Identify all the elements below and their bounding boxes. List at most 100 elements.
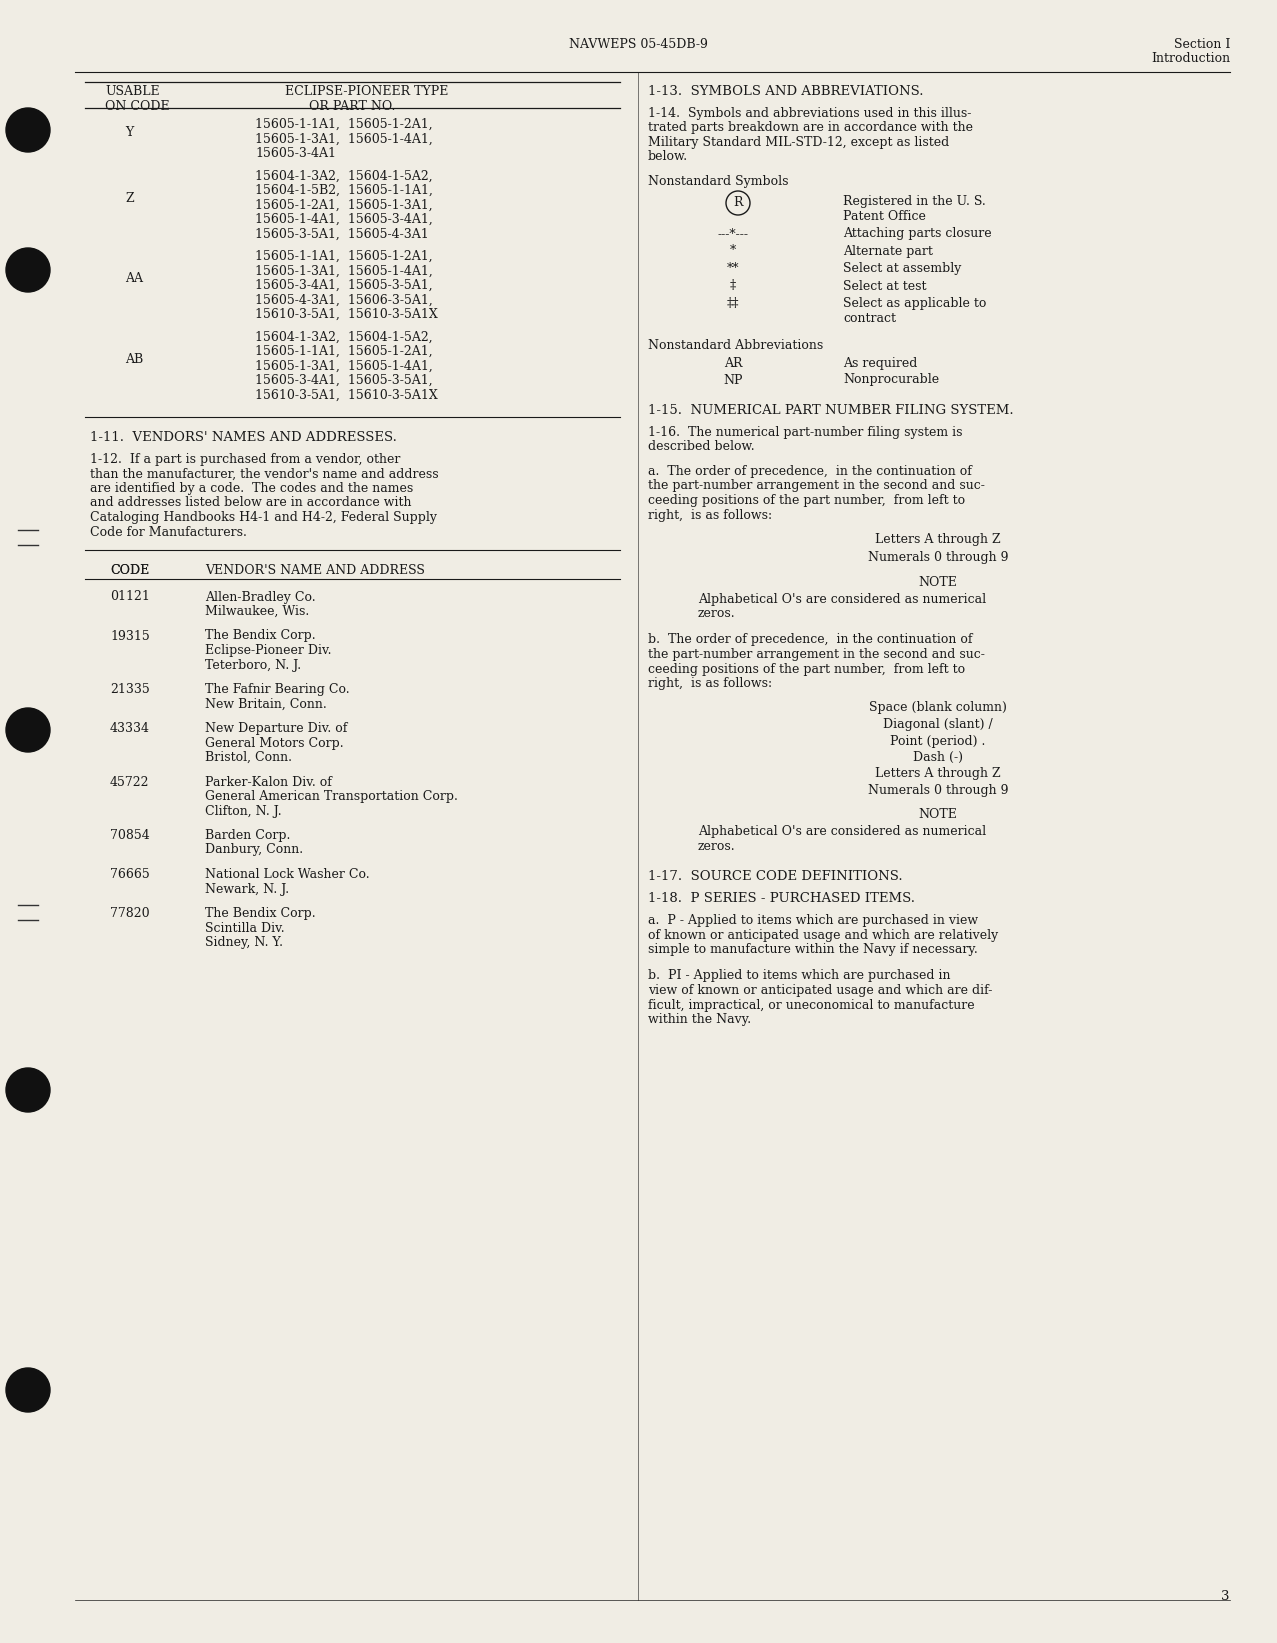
Text: b.  The order of precedence,  in the continuation of: b. The order of precedence, in the conti…: [647, 634, 973, 646]
Text: right,  is as follows:: right, is as follows:: [647, 508, 773, 521]
Text: below.: below.: [647, 151, 688, 164]
Text: 15605-1-3A1,  15605-1-4A1,: 15605-1-3A1, 15605-1-4A1,: [255, 265, 433, 278]
Text: zeros.: zeros.: [699, 840, 736, 853]
Text: a.  The order of precedence,  in the continuation of: a. The order of precedence, in the conti…: [647, 465, 972, 478]
Text: Numerals 0 through 9: Numerals 0 through 9: [868, 784, 1009, 797]
Text: 15605-3-5A1,  15605-4-3A1: 15605-3-5A1, 15605-4-3A1: [255, 227, 429, 240]
Text: 15605-3-4A1: 15605-3-4A1: [255, 146, 336, 159]
Text: New Britain, Conn.: New Britain, Conn.: [206, 698, 327, 710]
Text: Barden Corp.: Barden Corp.: [206, 830, 290, 841]
Text: 1-17.  SOURCE CODE DEFINITIONS.: 1-17. SOURCE CODE DEFINITIONS.: [647, 871, 903, 882]
Text: NOTE: NOTE: [918, 808, 958, 822]
Text: Attaching parts closure: Attaching parts closure: [843, 227, 992, 240]
Text: Danbury, Conn.: Danbury, Conn.: [206, 843, 303, 856]
Text: Code for Manufacturers.: Code for Manufacturers.: [89, 526, 246, 539]
Text: 15605-4-3A1,  15606-3-5A1,: 15605-4-3A1, 15606-3-5A1,: [255, 294, 433, 307]
Text: AB: AB: [125, 353, 143, 366]
Text: 15604-1-3A2,  15604-1-5A2,: 15604-1-3A2, 15604-1-5A2,: [255, 169, 433, 182]
Text: NOTE: NOTE: [918, 577, 958, 588]
Text: 70854: 70854: [110, 830, 149, 841]
Text: 1-18.  P SERIES - PURCHASED ITEMS.: 1-18. P SERIES - PURCHASED ITEMS.: [647, 892, 916, 905]
Text: 19315: 19315: [110, 629, 149, 642]
Text: 1-11.  VENDORS' NAMES AND ADDRESSES.: 1-11. VENDORS' NAMES AND ADDRESSES.: [89, 430, 397, 444]
Text: Military Standard MIL-STD-12, except as listed: Military Standard MIL-STD-12, except as …: [647, 136, 949, 150]
Text: USABLE
ON CODE: USABLE ON CODE: [105, 85, 170, 113]
Text: Point (period) .: Point (period) .: [890, 734, 986, 748]
Text: zeros.: zeros.: [699, 606, 736, 619]
Text: Registered in the U. S.: Registered in the U. S.: [843, 196, 986, 209]
Text: ‡: ‡: [730, 279, 736, 292]
Text: The Fafnir Bearing Co.: The Fafnir Bearing Co.: [206, 683, 350, 697]
Text: Introduction: Introduction: [1151, 53, 1230, 66]
Text: NP: NP: [723, 373, 743, 386]
Circle shape: [6, 1068, 50, 1112]
Circle shape: [6, 1369, 50, 1411]
Text: a.  P - Applied to items which are purchased in view: a. P - Applied to items which are purcha…: [647, 914, 978, 927]
Text: Eclipse-Pioneer Div.: Eclipse-Pioneer Div.: [206, 644, 332, 657]
Text: 15605-3-4A1,  15605-3-5A1,: 15605-3-4A1, 15605-3-5A1,: [255, 279, 433, 292]
Text: Alphabetical O's are considered as numerical: Alphabetical O's are considered as numer…: [699, 593, 986, 606]
Text: Z: Z: [125, 192, 134, 205]
Text: contract: contract: [843, 312, 896, 325]
Text: ceeding positions of the part number,  from left to: ceeding positions of the part number, fr…: [647, 662, 965, 675]
Text: Alternate part: Alternate part: [843, 245, 933, 258]
Text: and addresses listed below are in accordance with: and addresses listed below are in accord…: [89, 496, 411, 509]
Text: 77820: 77820: [110, 907, 149, 920]
Text: 21335: 21335: [110, 683, 149, 697]
Text: Numerals 0 through 9: Numerals 0 through 9: [868, 550, 1009, 564]
Text: 3: 3: [1222, 1590, 1230, 1604]
Text: Select as applicable to: Select as applicable to: [843, 297, 986, 311]
Text: ficult, impractical, or uneconomical to manufacture: ficult, impractical, or uneconomical to …: [647, 999, 974, 1012]
Text: 15605-1-3A1,  15605-1-4A1,: 15605-1-3A1, 15605-1-4A1,: [255, 133, 433, 146]
Text: Diagonal (slant) /: Diagonal (slant) /: [884, 718, 994, 731]
Text: Patent Office: Patent Office: [843, 210, 926, 222]
Text: VENDOR'S NAME AND ADDRESS: VENDOR'S NAME AND ADDRESS: [206, 564, 425, 577]
Text: Bristol, Conn.: Bristol, Conn.: [206, 751, 292, 764]
Text: Allen-Bradley Co.: Allen-Bradley Co.: [206, 590, 315, 603]
Text: Sidney, N. Y.: Sidney, N. Y.: [206, 937, 283, 950]
Text: 15604-1-5B2,  15605-1-1A1,: 15604-1-5B2, 15605-1-1A1,: [255, 184, 433, 197]
Text: ---*---: ---*---: [718, 227, 748, 240]
Text: New Departure Div. of: New Departure Div. of: [206, 721, 347, 734]
Text: 15605-1-1A1,  15605-1-2A1,: 15605-1-1A1, 15605-1-2A1,: [255, 345, 433, 358]
Text: General American Transportation Corp.: General American Transportation Corp.: [206, 790, 458, 803]
Text: ‡‡: ‡‡: [727, 297, 739, 311]
Text: 15605-1-2A1,  15605-1-3A1,: 15605-1-2A1, 15605-1-3A1,: [255, 199, 433, 212]
Text: trated parts breakdown are in accordance with the: trated parts breakdown are in accordance…: [647, 122, 973, 135]
Text: As required: As required: [843, 357, 917, 370]
Text: 45722: 45722: [110, 775, 149, 789]
Text: 15610-3-5A1,  15610-3-5A1X: 15610-3-5A1, 15610-3-5A1X: [255, 307, 438, 320]
Text: 1-13.  SYMBOLS AND ABBREVIATIONS.: 1-13. SYMBOLS AND ABBREVIATIONS.: [647, 85, 923, 99]
Text: CODE: CODE: [110, 564, 149, 577]
Text: 1-15.  NUMERICAL PART NUMBER FILING SYSTEM.: 1-15. NUMERICAL PART NUMBER FILING SYSTE…: [647, 404, 1014, 417]
Text: NAVWEPS 05-45DB-9: NAVWEPS 05-45DB-9: [568, 38, 707, 51]
Text: General Motors Corp.: General Motors Corp.: [206, 736, 344, 749]
Text: Alphabetical O's are considered as numerical: Alphabetical O's are considered as numer…: [699, 825, 986, 838]
Text: Cataloging Handbooks H4-1 and H4-2, Federal Supply: Cataloging Handbooks H4-1 and H4-2, Fede…: [89, 511, 437, 524]
Text: R: R: [733, 197, 743, 210]
Text: Section I: Section I: [1174, 38, 1230, 51]
Text: 01121: 01121: [110, 590, 149, 603]
Text: Nonprocurable: Nonprocurable: [843, 373, 939, 386]
Text: 43334: 43334: [110, 721, 149, 734]
Text: right,  is as follows:: right, is as follows:: [647, 677, 773, 690]
Text: 15605-1-3A1,  15605-1-4A1,: 15605-1-3A1, 15605-1-4A1,: [255, 360, 433, 373]
Circle shape: [6, 248, 50, 292]
Text: AA: AA: [125, 273, 143, 286]
Text: 15605-1-1A1,  15605-1-2A1,: 15605-1-1A1, 15605-1-2A1,: [255, 118, 433, 131]
Text: the part-number arrangement in the second and suc-: the part-number arrangement in the secon…: [647, 647, 985, 660]
Text: Letters A through Z: Letters A through Z: [875, 532, 1001, 545]
Text: The Bendix Corp.: The Bendix Corp.: [206, 907, 315, 920]
Text: *: *: [730, 245, 736, 258]
Text: than the manufacturer, the vendor's name and address: than the manufacturer, the vendor's name…: [89, 468, 438, 480]
Text: CODE: CODE: [110, 564, 149, 577]
Text: 15604-1-3A2,  15604-1-5A2,: 15604-1-3A2, 15604-1-5A2,: [255, 330, 433, 343]
Text: 1-16.  The numerical part-number filing system is: 1-16. The numerical part-number filing s…: [647, 426, 963, 439]
Text: Select at assembly: Select at assembly: [843, 261, 962, 274]
Text: simple to manufacture within the Navy if necessary.: simple to manufacture within the Navy if…: [647, 943, 978, 956]
Circle shape: [6, 108, 50, 153]
Text: 15605-3-4A1,  15605-3-5A1,: 15605-3-4A1, 15605-3-5A1,: [255, 375, 433, 388]
Text: ECLIPSE-PIONEER TYPE
      OR PART NO.: ECLIPSE-PIONEER TYPE OR PART NO.: [285, 85, 448, 113]
Text: Letters A through Z: Letters A through Z: [875, 767, 1001, 780]
Text: Teterboro, N. J.: Teterboro, N. J.: [206, 659, 301, 672]
